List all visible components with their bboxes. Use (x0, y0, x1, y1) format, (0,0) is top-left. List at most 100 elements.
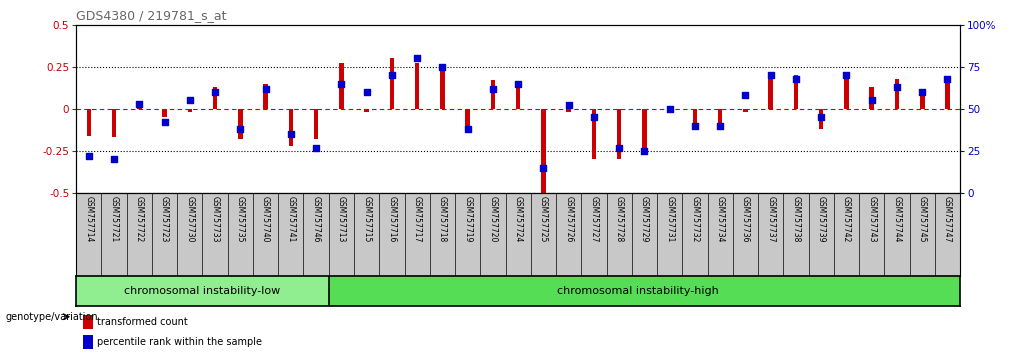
Text: GSM757727: GSM757727 (589, 196, 598, 242)
Text: GSM757716: GSM757716 (387, 196, 396, 242)
Text: GSM757720: GSM757720 (489, 196, 498, 242)
Bar (389, 58, 394, 109)
Text: GDS4380 / 219781_s_at: GDS4380 / 219781_s_at (76, 9, 227, 22)
Point (712, 123, 728, 129)
Point (485, 86, 501, 92)
Text: GSM757736: GSM757736 (741, 196, 750, 243)
Bar (415, 63, 420, 109)
Point (333, 81, 350, 86)
Text: GSM757713: GSM757713 (337, 196, 345, 242)
Point (80, 153, 97, 159)
Bar (617, 109, 622, 159)
Bar (86, 109, 91, 136)
Text: GSM757726: GSM757726 (564, 196, 573, 242)
Text: GSM757730: GSM757730 (185, 196, 194, 243)
Bar (566, 109, 571, 112)
Bar (83, 335, 93, 349)
Bar (163, 109, 167, 117)
Bar (718, 109, 722, 126)
Text: GSM757741: GSM757741 (287, 196, 296, 242)
Text: GSM757722: GSM757722 (135, 196, 144, 242)
Point (156, 120, 173, 125)
Bar (895, 79, 899, 109)
Text: GSM757739: GSM757739 (817, 196, 826, 243)
Point (409, 56, 426, 61)
Text: GSM757738: GSM757738 (791, 196, 801, 242)
Text: GSM757747: GSM757747 (943, 196, 952, 243)
Text: GSM757729: GSM757729 (640, 196, 649, 242)
Bar (693, 109, 697, 124)
Bar (465, 109, 470, 132)
Text: GSM757724: GSM757724 (514, 196, 522, 242)
Point (308, 145, 324, 150)
Bar (870, 87, 874, 109)
Text: GSM757742: GSM757742 (842, 196, 851, 242)
Bar (945, 80, 950, 109)
Point (233, 126, 249, 132)
Text: GSM757715: GSM757715 (362, 196, 371, 242)
Bar (83, 315, 93, 329)
Text: chromosomal instability-low: chromosomal instability-low (124, 286, 280, 296)
Text: GSM757714: GSM757714 (84, 196, 93, 242)
Bar (793, 75, 799, 109)
Point (914, 89, 931, 95)
Bar (516, 85, 520, 109)
Point (257, 86, 273, 92)
Bar (591, 109, 596, 159)
Text: transformed count: transformed count (97, 317, 187, 327)
Point (586, 114, 602, 120)
Point (813, 114, 829, 120)
Bar (112, 109, 117, 137)
Point (434, 64, 450, 70)
Text: GSM757733: GSM757733 (210, 196, 219, 243)
Bar (491, 80, 495, 109)
Text: GSM757719: GSM757719 (463, 196, 472, 242)
Text: GSM757717: GSM757717 (412, 196, 422, 242)
Text: percentile rank within the sample: percentile rank within the sample (97, 337, 261, 347)
Bar (743, 109, 748, 112)
Point (131, 101, 147, 107)
Text: GSM757745: GSM757745 (917, 196, 927, 243)
Point (182, 98, 198, 103)
Point (561, 103, 577, 108)
Point (459, 126, 475, 132)
Point (510, 81, 526, 86)
Text: GSM757737: GSM757737 (766, 196, 775, 243)
Point (359, 89, 375, 95)
Point (738, 93, 754, 98)
Bar (768, 72, 773, 109)
Text: GSM757721: GSM757721 (110, 196, 119, 242)
Bar (289, 109, 294, 146)
Bar (440, 67, 445, 109)
Point (889, 84, 905, 90)
Bar (329, 276, 960, 306)
Point (106, 156, 122, 162)
Bar (668, 109, 672, 110)
Text: GSM757743: GSM757743 (868, 196, 876, 243)
Text: GSM757746: GSM757746 (312, 196, 321, 243)
Text: GSM757732: GSM757732 (691, 196, 699, 242)
Bar (314, 109, 318, 139)
Point (763, 73, 779, 78)
Bar (542, 109, 546, 193)
Point (611, 145, 627, 150)
Point (384, 73, 400, 78)
Point (636, 148, 652, 154)
Bar (844, 75, 848, 109)
Point (864, 98, 880, 103)
Point (838, 73, 854, 78)
Bar (137, 104, 141, 109)
Point (940, 76, 956, 81)
Point (282, 131, 299, 137)
Bar (919, 92, 925, 109)
Text: GSM757731: GSM757731 (665, 196, 675, 242)
Text: chromosomal instability-high: chromosomal instability-high (557, 286, 719, 296)
Bar (642, 109, 647, 154)
Text: GSM757735: GSM757735 (236, 196, 245, 243)
Bar (339, 63, 343, 109)
Bar (819, 109, 824, 129)
Bar (365, 109, 369, 112)
Text: GSM757718: GSM757718 (438, 196, 447, 242)
Bar (212, 87, 217, 109)
Point (535, 165, 552, 171)
